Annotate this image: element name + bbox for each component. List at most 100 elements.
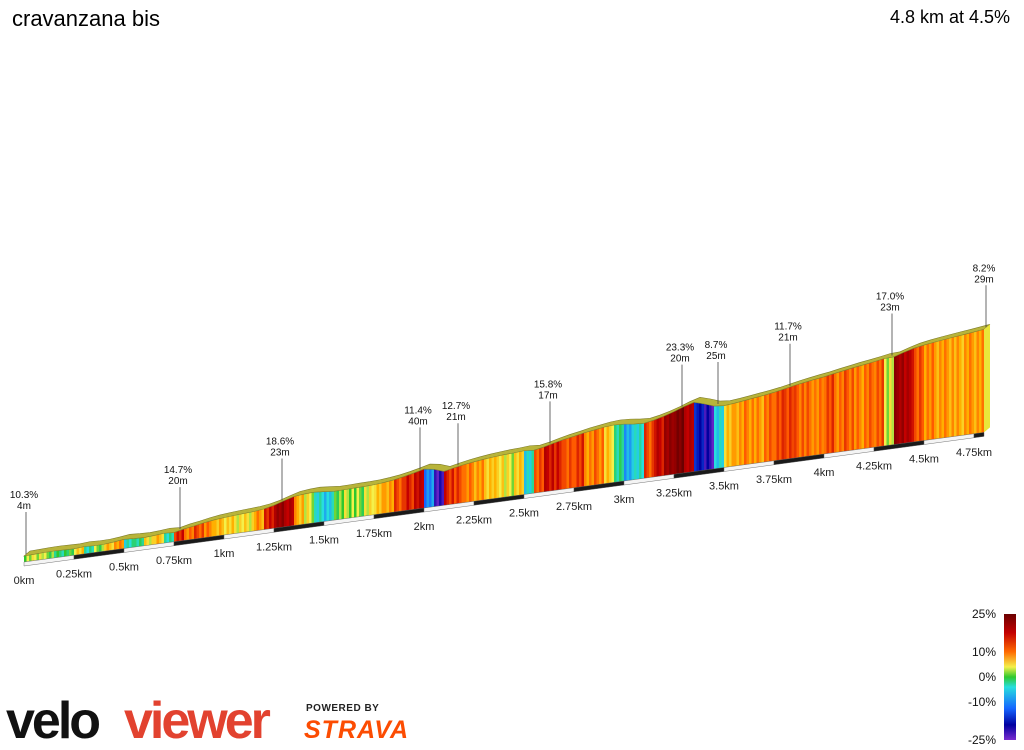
profile-stripe [291, 496, 294, 526]
x-tick-label: 2.25km [456, 514, 492, 526]
profile-stripe [74, 548, 77, 556]
profile-stripe [56, 550, 59, 558]
profile-stripe [396, 478, 399, 512]
profile-stripe [579, 433, 582, 488]
profile-stripe [706, 404, 709, 470]
profile-stripe [439, 470, 442, 506]
profile-stripe [194, 525, 197, 540]
profile-stripe [489, 457, 492, 500]
profile-stripe [121, 539, 124, 549]
profile-stripe [901, 352, 904, 444]
profile-stripe [454, 467, 457, 504]
profile-stripe [616, 424, 619, 483]
profile-stripe [806, 381, 809, 457]
profile-stripe [241, 513, 244, 533]
profile-stripe [84, 546, 87, 554]
profile-stripe [896, 354, 899, 445]
profile-stripe [709, 404, 712, 470]
profile-stripe [861, 364, 864, 449]
x-tick-label: 0km [14, 575, 35, 587]
profile-stripe [649, 420, 652, 478]
profile-stripe [469, 462, 472, 502]
profile-stripe [544, 445, 547, 492]
profile-stripe [731, 403, 734, 467]
profile-stripe [821, 376, 824, 455]
profile-stripe [371, 484, 374, 516]
profile-stripe [414, 471, 417, 510]
profile-stripe [51, 550, 54, 559]
profile-stripe [711, 405, 714, 470]
profile-stripe [981, 329, 984, 433]
route-title: cravanzana bis [12, 6, 160, 31]
profile-stripe [866, 363, 869, 449]
profile-stripe [406, 474, 409, 511]
profile-stripe [684, 405, 687, 473]
profile-stripe [361, 486, 364, 517]
profile-stripe [891, 356, 894, 445]
profile-stripe [676, 409, 679, 474]
profile-stripe [524, 450, 527, 495]
gradient-legend: 25% 10% 0% -10% -25% [968, 607, 1016, 747]
profile-stripe [111, 541, 114, 551]
x-tick-label: 0.75km [156, 555, 192, 567]
profile-stripe [504, 454, 507, 498]
profile-stripe [349, 488, 352, 519]
profile-stripe [841, 370, 844, 452]
profile-stripe [521, 450, 524, 495]
profile-stripe [744, 400, 747, 465]
profile-stripe [139, 537, 142, 547]
profile-stripe [561, 439, 564, 490]
profile-stripe [346, 488, 349, 519]
profile-stripe [286, 498, 289, 527]
profile-stripe [949, 337, 952, 438]
profile-stripe [824, 375, 827, 454]
profile-stripe [801, 382, 804, 458]
profile-stripe [864, 363, 867, 449]
x-tick-label: 4.5km [909, 454, 939, 466]
profile-stripe [144, 537, 147, 546]
profile-stripe [754, 397, 757, 464]
profile-stripe [201, 522, 204, 539]
profile-stripe [569, 437, 572, 489]
profile-stripe [169, 532, 172, 543]
profile-stripe [669, 412, 672, 475]
profile-stripe [621, 424, 624, 482]
profile-stripe [96, 544, 99, 553]
annotation-length: 20m [168, 476, 187, 487]
profile-stripe [314, 492, 317, 523]
profile-stripe [331, 491, 334, 521]
annotation-gradient: 11.7% [774, 322, 802, 333]
profile-stripe [779, 389, 782, 461]
profile-stripe [411, 472, 414, 510]
profile-stripe [209, 520, 212, 538]
profile-stripe [181, 528, 184, 541]
profile-stripe [729, 403, 732, 467]
profile-stripe [59, 550, 62, 558]
profile-stripe [586, 431, 589, 487]
profile-stripe [951, 337, 954, 437]
profile-stripe [786, 387, 789, 460]
profile-stripe [334, 490, 337, 521]
profile-stripe [726, 404, 729, 468]
profile-stripe [884, 358, 887, 446]
profile-stripe [219, 518, 222, 536]
profile-stripe [516, 451, 519, 496]
profile-stripe [486, 458, 489, 500]
profile-stripe [114, 541, 117, 550]
profile-stripe [784, 388, 787, 460]
profile-stripe [191, 526, 194, 540]
profile-stripe [171, 532, 174, 543]
profile-stripe [391, 479, 394, 513]
profile-stripe [791, 385, 794, 459]
profile-stripe [956, 335, 959, 437]
profile-stripe [404, 475, 407, 511]
annotation-gradient: 10.3% [10, 490, 38, 501]
profile-stripe [429, 469, 432, 508]
profile-stripe [39, 552, 42, 560]
profile-stripe [214, 519, 217, 537]
profile-stripe [151, 535, 154, 545]
annotation-length: 40m [408, 416, 427, 427]
profile-stripe [899, 353, 902, 444]
profile-stripe [546, 444, 549, 492]
x-tick-label: 4.25km [856, 460, 892, 472]
